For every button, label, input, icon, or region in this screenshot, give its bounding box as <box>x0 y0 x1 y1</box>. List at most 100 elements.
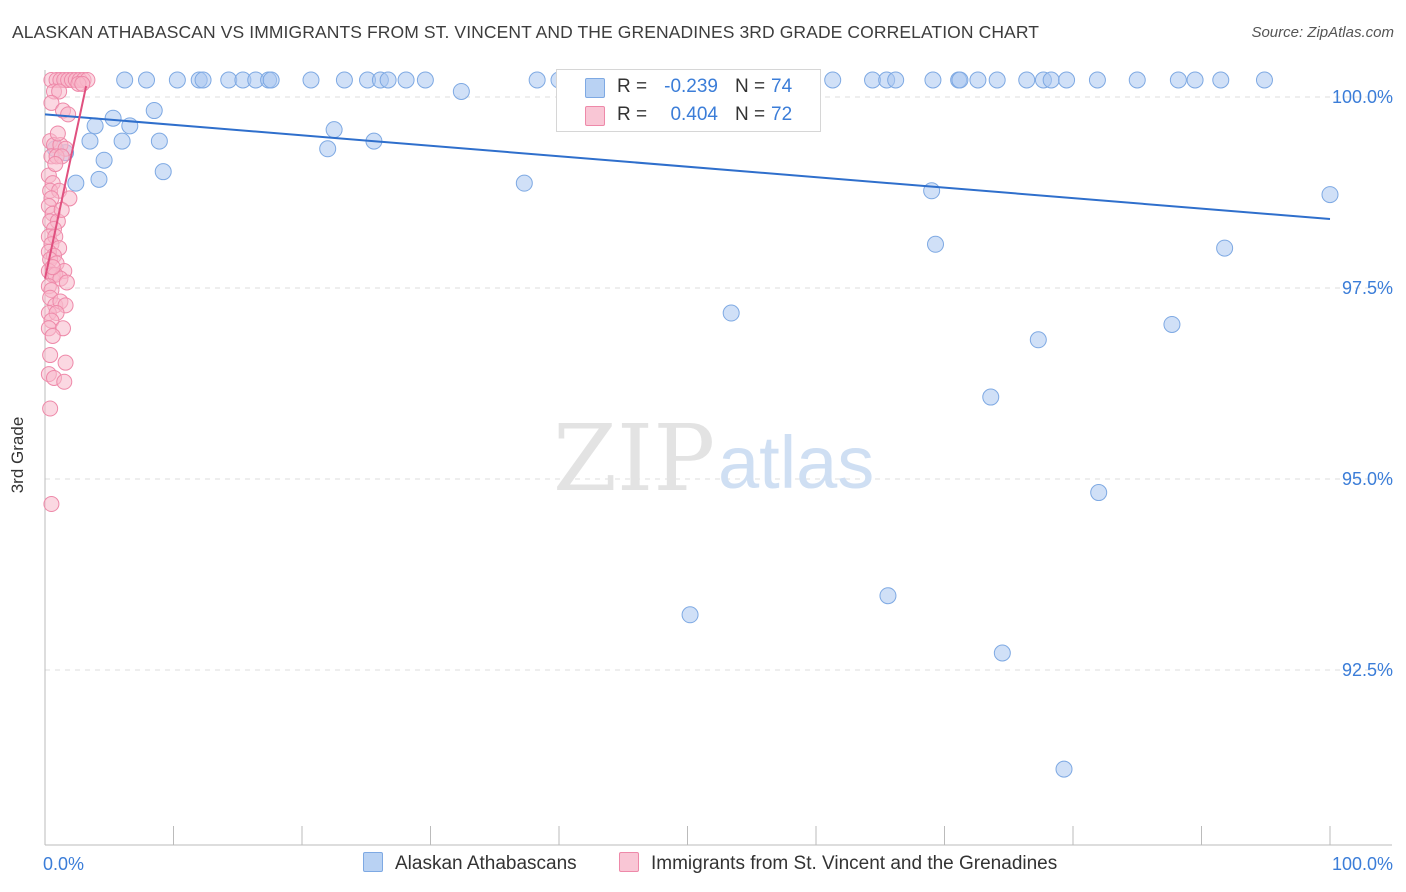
blue-point <box>722 304 740 322</box>
blue-point <box>982 388 1000 406</box>
blue-point <box>924 71 942 89</box>
blue-point <box>887 71 905 89</box>
legend-pink-swatch <box>585 106 605 126</box>
blue-point <box>302 71 320 89</box>
blue-point <box>1088 71 1106 89</box>
pink-trendline <box>44 85 88 279</box>
blue-point <box>927 235 945 253</box>
y-tick-label: 97.5% <box>1342 278 1393 298</box>
y-axis-label: 3rd Grade <box>8 416 27 494</box>
pink-point <box>60 106 77 123</box>
bottom-legend-pink: Immigrants from St. Vincent and the Gren… <box>619 852 1057 875</box>
bottom-legend-pink-swatch <box>619 852 639 872</box>
legend-row-blue: R = -0.239 N = 74 <box>557 73 820 101</box>
pink-point <box>44 327 61 344</box>
pink-point <box>58 274 75 291</box>
blue-point <box>1186 71 1204 89</box>
pink-point <box>56 373 73 390</box>
y-tick-label: 100.0% <box>1332 87 1393 107</box>
pink-point <box>49 125 66 142</box>
blue-point <box>1058 71 1076 89</box>
scatter-points <box>40 71 1339 778</box>
grid-lines <box>45 96 1392 671</box>
blue-point <box>1055 760 1073 778</box>
pink-point <box>43 94 60 111</box>
blue-point <box>379 71 397 89</box>
blue-point <box>864 71 882 89</box>
blue-point <box>194 71 212 89</box>
blue-point <box>951 71 969 89</box>
blue-point <box>1029 331 1047 349</box>
blue-point <box>220 71 238 89</box>
blue-point <box>81 132 99 150</box>
blue-point <box>515 174 533 192</box>
blue-point <box>1255 71 1273 89</box>
blue-point <box>681 606 699 624</box>
chart-title: ALASKAN ATHABASCAN VS IMMIGRANTS FROM ST… <box>12 22 1040 42</box>
blue-point <box>1018 71 1036 89</box>
blue-point <box>262 71 280 89</box>
blue-point <box>145 102 163 120</box>
x-tick-label-max: 100.0% <box>1332 854 1393 874</box>
pink-point <box>43 496 60 513</box>
blue-point <box>528 71 546 89</box>
blue-point <box>1169 71 1187 89</box>
blue-point <box>150 132 168 150</box>
blue-point <box>335 71 353 89</box>
y-tick-label: 92.5% <box>1342 660 1393 680</box>
blue-point <box>416 71 434 89</box>
legend-blue-swatch <box>585 78 605 98</box>
legend-blue-r-value: -0.239 <box>664 76 718 97</box>
blue-trendline <box>44 113 1331 221</box>
y-tick-label: 95.0% <box>1342 469 1393 489</box>
blue-point <box>67 174 85 192</box>
bottom-legend-pink-label: Immigrants from St. Vincent and the Gren… <box>651 853 1058 874</box>
blue-point <box>1128 71 1146 89</box>
trend-lines <box>44 85 1331 279</box>
blue-point <box>319 140 337 158</box>
legend-row-pink: R = 0.404 N = 72 <box>557 101 820 129</box>
pink-point <box>42 400 59 417</box>
pink-point <box>42 347 59 364</box>
legend-blue-r-label: R = <box>617 76 648 97</box>
legend-pink-r-label: R = <box>617 104 648 125</box>
axes <box>44 70 1392 846</box>
blue-point <box>95 151 113 169</box>
blue-point <box>1163 315 1181 333</box>
watermark-zip: ZIP <box>553 405 715 512</box>
blue-point <box>1212 71 1230 89</box>
blue-point <box>1216 239 1234 257</box>
blue-point <box>879 587 897 605</box>
pink-point <box>47 156 64 173</box>
blue-point <box>86 117 104 135</box>
legend-blue-n-value: 74 <box>771 76 793 97</box>
blue-point <box>397 71 415 89</box>
legend-blue-n-label: N = <box>735 76 766 97</box>
blue-point <box>1090 484 1108 502</box>
blue-point <box>824 71 842 89</box>
legend-pink-n-label: N = <box>735 104 766 125</box>
tick-labels: 100.0% 97.5% 95.0% 92.5% 0.0% 100.0% <box>43 87 1393 874</box>
blue-point <box>113 132 131 150</box>
source-label: Source: ZipAtlas.com <box>1251 24 1394 41</box>
bottom-legend-blue-label: Alaskan Athabascans <box>395 853 577 874</box>
legend-pink-n-value: 72 <box>771 104 793 125</box>
blue-point <box>993 644 1011 662</box>
blue-point <box>325 121 343 139</box>
blue-point <box>104 109 122 127</box>
bottom-legend-blue-swatch <box>363 852 383 872</box>
blue-point <box>1042 71 1060 89</box>
pink-point <box>57 354 74 371</box>
x-tick-label-min: 0.0% <box>43 854 84 874</box>
legend-pink-r-value: 0.404 <box>670 104 718 125</box>
blue-point <box>1321 186 1339 204</box>
blue-point <box>168 71 186 89</box>
blue-point <box>138 71 156 89</box>
blue-point <box>988 71 1006 89</box>
blue-point <box>154 163 172 181</box>
blue-point <box>969 71 987 89</box>
blue-point <box>452 82 470 100</box>
pink-point <box>74 75 91 92</box>
blue-point <box>90 170 108 188</box>
